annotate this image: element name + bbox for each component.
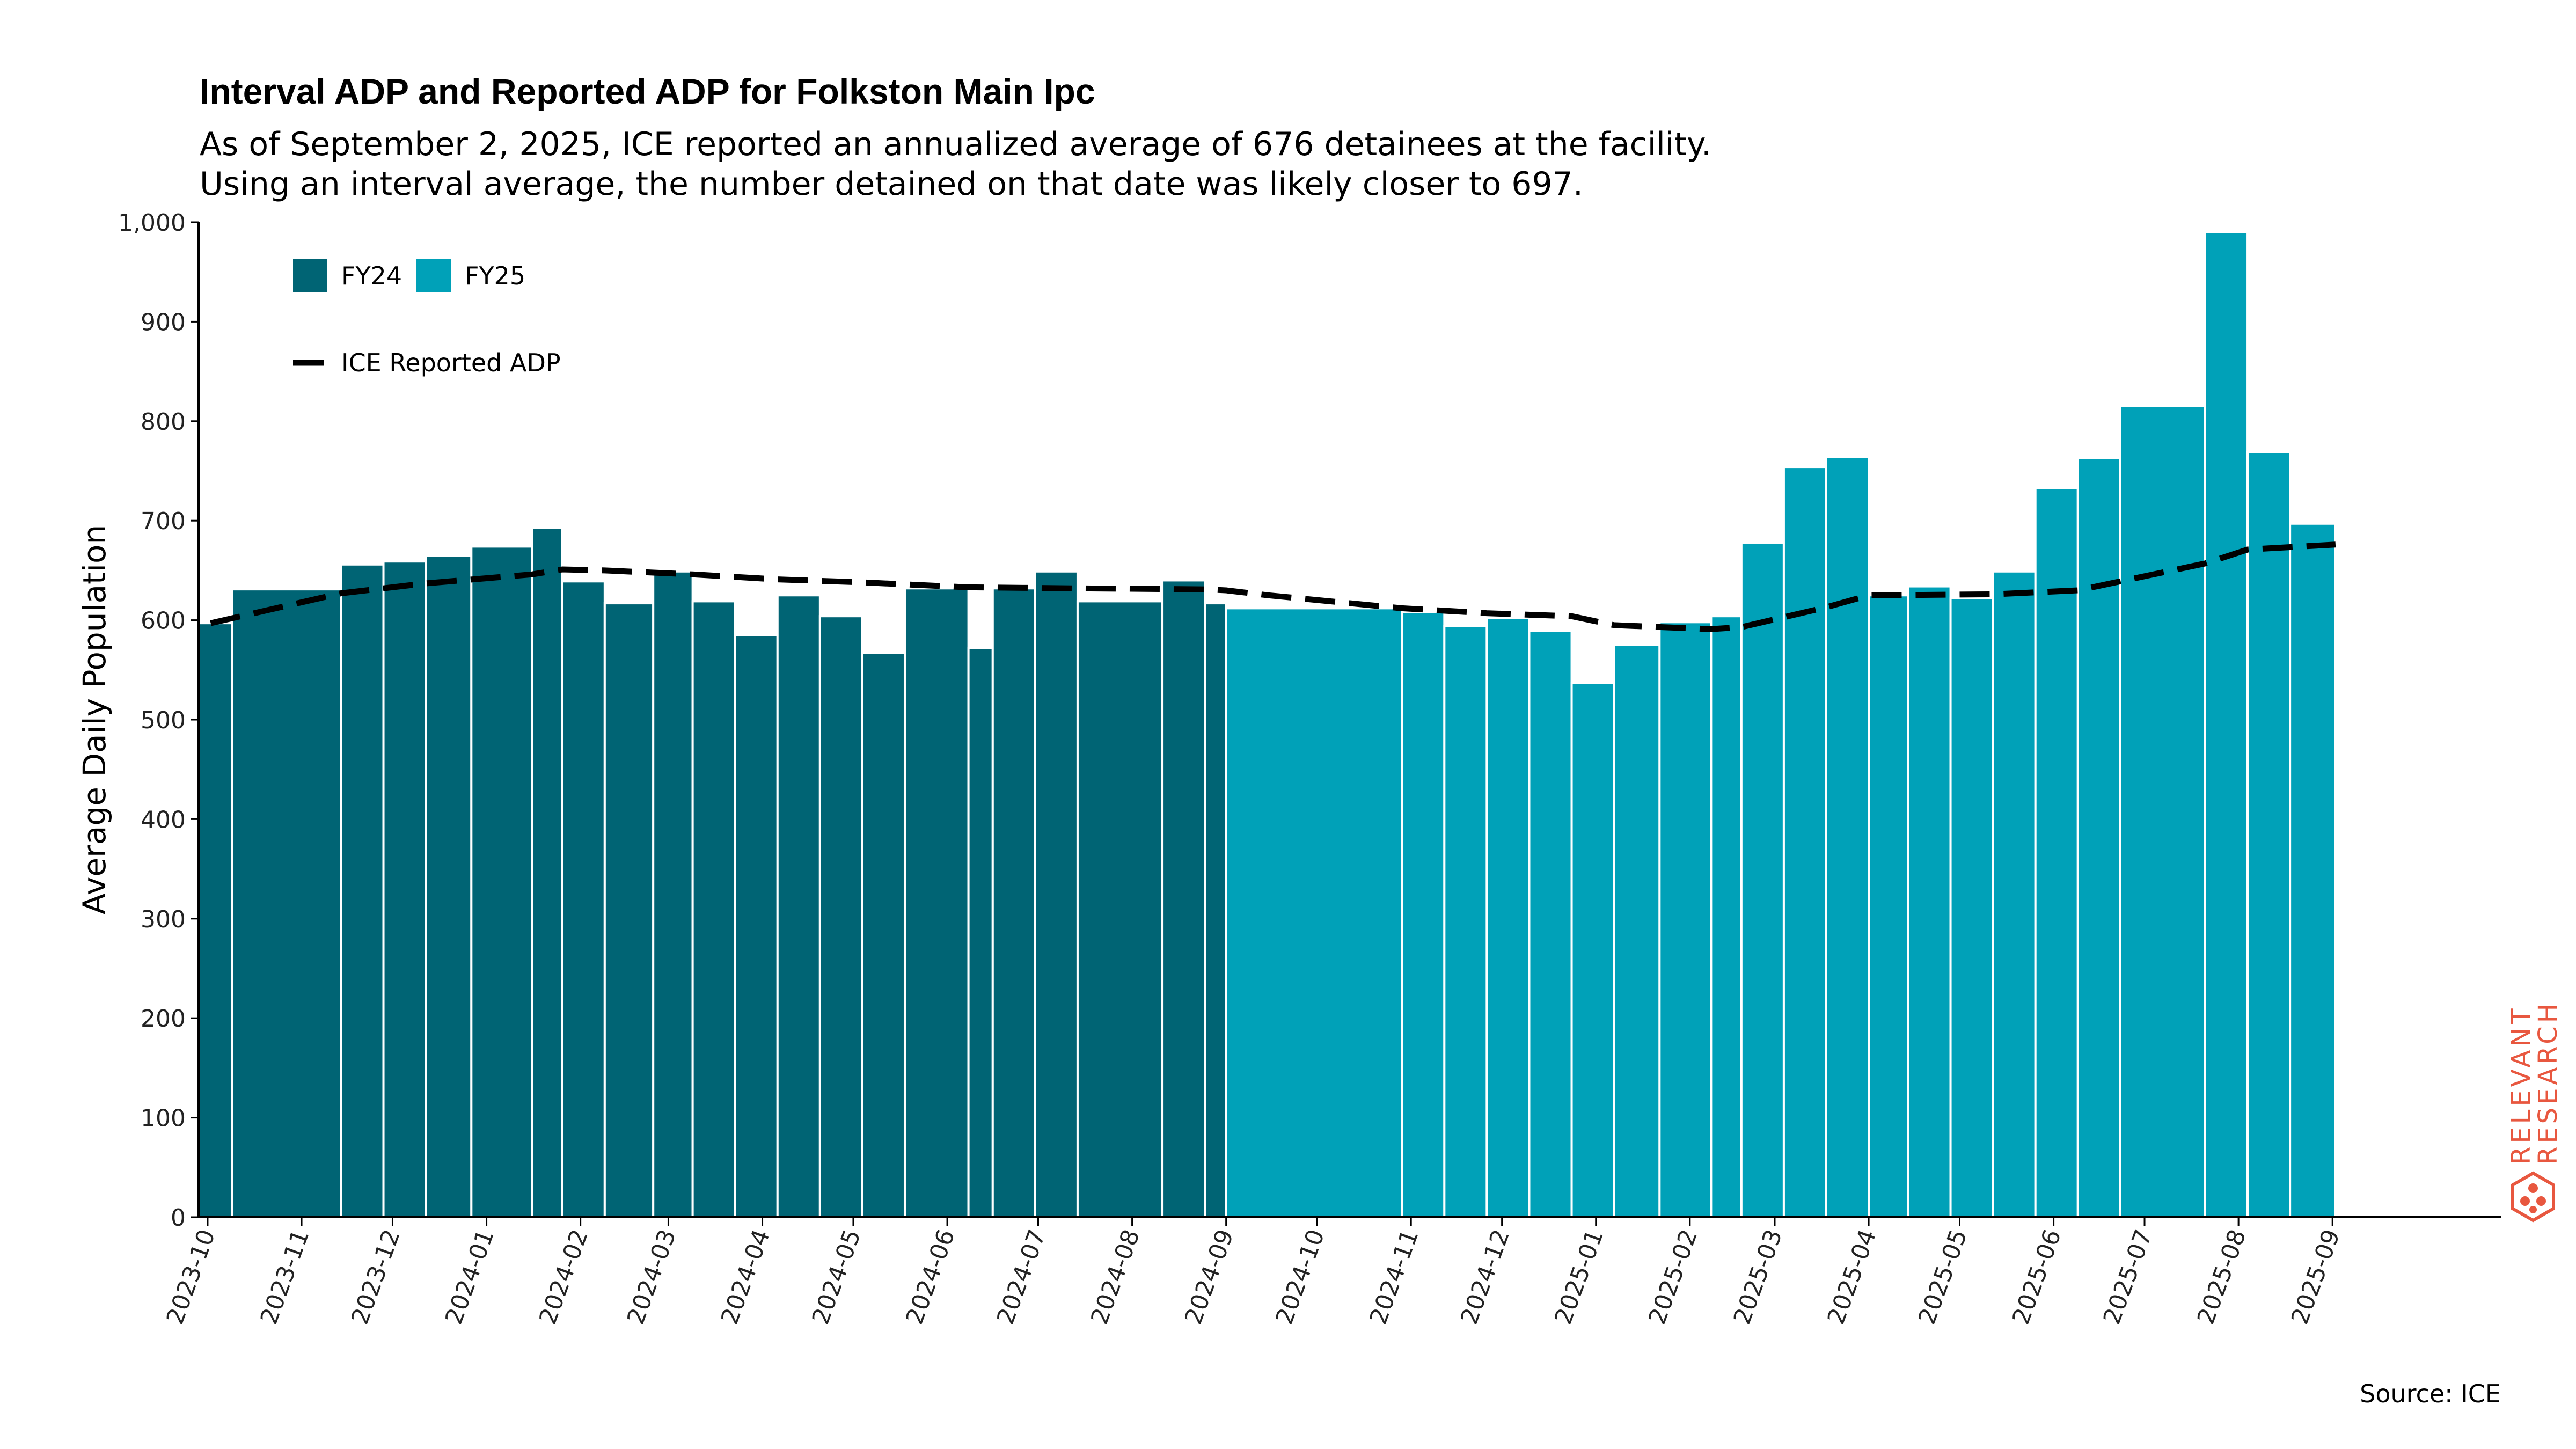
- bar-fy25-7: [1613, 643, 1661, 1218]
- x-tick-label: 2024-03: [622, 1226, 682, 1328]
- y-tick-label: 500: [141, 707, 186, 734]
- bar-fy25-20: [2204, 231, 2249, 1218]
- x-tick-label: 2025-01: [1549, 1226, 1609, 1328]
- chart-title: Interval ADP and Reported ADP for Folkst…: [200, 71, 1095, 111]
- bar-fy25-22: [2289, 522, 2337, 1219]
- legend-label-fy25: FY25: [465, 261, 525, 290]
- bar-fy24-20: [1076, 600, 1164, 1218]
- x-tick-label: 2025-02: [1643, 1226, 1703, 1328]
- x-tick-label: 2024-01: [440, 1226, 500, 1328]
- bar-fy25-8: [1658, 621, 1713, 1218]
- bars-group: [197, 231, 2337, 1219]
- x-tick-label: 2025-05: [1913, 1226, 1973, 1328]
- x-tick-label: 2024-07: [992, 1226, 1051, 1328]
- y-tick-label: 1,000: [118, 209, 186, 237]
- x-tick-label: 2024-06: [901, 1226, 961, 1328]
- x-tick-label: 2024-12: [1455, 1226, 1515, 1328]
- bar-fy25-12: [1825, 456, 1870, 1219]
- bar-fy24-6: [470, 545, 533, 1218]
- x-tick-label: 2025-09: [2286, 1226, 2346, 1328]
- bar-fy24-19: [1034, 570, 1079, 1218]
- bar-fy25-17: [2034, 487, 2079, 1219]
- bar-fy24-13: [776, 594, 821, 1218]
- bar-fy25-16: [1992, 570, 2037, 1218]
- bar-fy25-13: [1868, 594, 1909, 1218]
- y-tick-label: 800: [141, 408, 186, 436]
- bar-fy24-16: [903, 587, 970, 1218]
- x-tick-label: 2024-10: [1271, 1226, 1330, 1328]
- bar-fy25-15: [1949, 597, 1994, 1218]
- x-tick-label: 2024-08: [1086, 1226, 1145, 1328]
- bar-fy24-22: [1204, 602, 1227, 1218]
- bar-fy25-21: [2246, 451, 2292, 1218]
- bar-fy25-18: [2076, 457, 2121, 1219]
- bar-fy24-11: [691, 600, 736, 1218]
- bar-fy24-2: [231, 588, 342, 1218]
- bar-fy25-5: [1528, 630, 1573, 1218]
- y-tick-label: 300: [141, 906, 186, 933]
- subtitle-line-1: As of September 2, 2025, ICE reported an…: [200, 126, 1712, 163]
- logo-text-line-2: RESEARCH: [2533, 1000, 2563, 1165]
- bar-fy25-14: [1907, 585, 1952, 1218]
- y-tick-label: 0: [171, 1204, 186, 1232]
- legend-swatch-fy24: [293, 259, 327, 292]
- y-tick-label: 400: [141, 806, 186, 833]
- bar-fy24-10: [652, 570, 694, 1218]
- legend: FY24 FY25 ICE Reported ADP: [293, 259, 561, 377]
- logo-text-line-1: RELEVANT: [2506, 1005, 2536, 1165]
- x-tick-label: 2024-02: [534, 1226, 594, 1328]
- y-axis-label: Average Daily Population: [76, 525, 113, 915]
- bar-fy25-1: [1225, 607, 1403, 1218]
- subtitle-line-2: Using an interval average, the number de…: [200, 165, 1583, 203]
- x-tick-label: 2025-08: [2192, 1226, 2252, 1328]
- y-tick-label: 200: [141, 1005, 186, 1033]
- hexagon-dots-icon: [2511, 1171, 2555, 1223]
- y-tick-label: 100: [141, 1105, 186, 1132]
- x-tick-label: 2025-07: [2098, 1226, 2158, 1328]
- y-tick-label: 700: [141, 508, 186, 535]
- x-tick-label: 2025-03: [1729, 1226, 1788, 1328]
- bar-fy25-3: [1443, 625, 1488, 1218]
- bar-fy24-3: [340, 563, 385, 1218]
- bar-fy25-2: [1401, 611, 1446, 1218]
- bar-fy24-5: [425, 554, 473, 1218]
- bar-fy24-9: [603, 602, 655, 1218]
- source-note: Source: ICE: [2360, 1379, 2501, 1408]
- bar-fy25-9: [1710, 615, 1743, 1218]
- bar-fy24-12: [734, 634, 779, 1218]
- bar-fy24-21: [1161, 579, 1206, 1218]
- x-tick-label: 2023-10: [161, 1226, 221, 1328]
- bar-fy25-6: [1570, 682, 1615, 1218]
- legend-label-line: ICE Reported ADP: [341, 348, 561, 377]
- y-tick-label: 600: [141, 608, 186, 635]
- legend-label-fy24: FY24: [341, 261, 402, 290]
- bar-fy24-18: [991, 587, 1036, 1218]
- x-tick-label: 2023-12: [346, 1226, 406, 1328]
- legend-swatch-fy25: [416, 259, 451, 292]
- relevant-research-logo: RELEVANT RESEARCH: [2506, 1000, 2563, 1223]
- bar-fy24-14: [818, 615, 863, 1218]
- y-tick-label: 900: [141, 309, 186, 336]
- bar-fy24-4: [382, 560, 427, 1218]
- x-tick-label: 2024-09: [1180, 1226, 1239, 1328]
- x-tick-label: 2023-11: [255, 1226, 315, 1328]
- ice-reported-adp-line: [210, 541, 2336, 632]
- x-tick-label: 2024-11: [1365, 1226, 1424, 1328]
- bar-fy25-11: [1782, 466, 1827, 1218]
- bar-fy25-10: [1740, 541, 1785, 1218]
- bar-fy24-17: [967, 647, 994, 1218]
- bar-fy24-1: [197, 622, 233, 1218]
- bar-fy24-15: [861, 652, 906, 1218]
- chart-subtitle: As of September 2, 2025, ICE reported an…: [200, 125, 1711, 204]
- x-tick-label: 2024-05: [807, 1226, 867, 1328]
- x-tick-label: 2025-04: [1823, 1226, 1882, 1328]
- x-tick-label: 2025-06: [2007, 1226, 2067, 1328]
- bar-fy25-19: [2119, 405, 2206, 1218]
- line-group: [210, 541, 2336, 632]
- bar-fy24-8: [561, 580, 606, 1218]
- x-tick-label: 2024-04: [716, 1226, 775, 1328]
- bar-fy25-4: [1485, 617, 1531, 1218]
- bar-fy24-7: [531, 526, 564, 1218]
